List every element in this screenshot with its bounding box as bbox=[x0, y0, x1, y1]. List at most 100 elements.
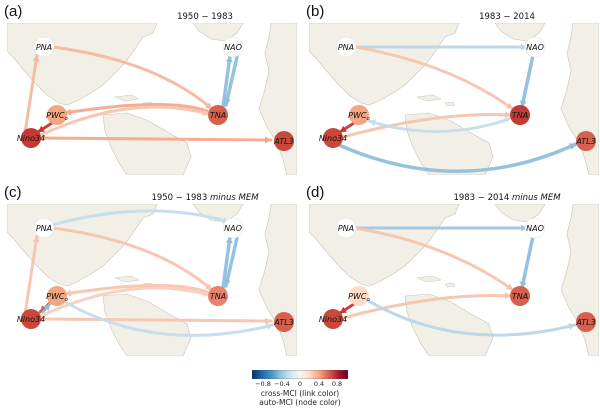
link-arrow bbox=[63, 300, 275, 337]
panel-a-title: 1950 − 1983 bbox=[177, 12, 233, 22]
link-arrowhead bbox=[225, 56, 233, 63]
link-arrowhead bbox=[202, 290, 209, 297]
node-tna bbox=[208, 286, 228, 306]
link-arrowhead bbox=[568, 323, 575, 330]
link-arrowhead bbox=[65, 289, 72, 297]
link-arrow bbox=[39, 286, 211, 318]
links-group bbox=[338, 224, 577, 337]
node-nino bbox=[21, 309, 41, 329]
links-group bbox=[23, 209, 275, 337]
caribbean-island bbox=[114, 94, 140, 102]
node-atl3 bbox=[576, 312, 596, 332]
link-arrowhead bbox=[65, 108, 72, 116]
link-arrow bbox=[47, 209, 231, 228]
node-nino bbox=[323, 128, 343, 148]
colorbar-node-label: auto-MCI (node color) bbox=[259, 398, 341, 407]
link-arrow bbox=[353, 45, 515, 111]
link-arrow bbox=[520, 53, 535, 109]
link-arrowhead bbox=[264, 136, 271, 144]
node-nino-label: Nino34 bbox=[17, 134, 45, 143]
panel-c-letter: (c) bbox=[4, 184, 22, 201]
node-nao bbox=[524, 36, 546, 58]
links-group bbox=[337, 43, 578, 173]
link-arrow bbox=[353, 226, 515, 292]
node-tna-label: TNA bbox=[210, 111, 226, 120]
node-pwc bbox=[349, 105, 369, 125]
panel-a-letter: (a) bbox=[4, 3, 23, 20]
link-arrowhead bbox=[521, 224, 527, 232]
node-nino-label: Nino34 bbox=[319, 134, 347, 143]
link-arrow bbox=[63, 102, 209, 115]
link-arrow bbox=[51, 226, 214, 292]
panel-a-map: PNA NAO PWCo TNA Nino34 ATL3 bbox=[7, 23, 297, 175]
links-group bbox=[23, 45, 273, 144]
nodes-group: PNA NAO PWCo TNA Nino34 ATL3 bbox=[17, 36, 294, 151]
link-arrow bbox=[63, 283, 209, 296]
link-arrow bbox=[39, 136, 273, 142]
link-arrowhead bbox=[506, 102, 513, 109]
link-arrow bbox=[39, 317, 273, 323]
link-arrowhead bbox=[569, 143, 576, 150]
node-pwc bbox=[47, 286, 67, 306]
node-atl3-label: ATL3 bbox=[575, 318, 595, 327]
node-atl3-label: ATL3 bbox=[273, 318, 293, 327]
node-pwc-label: PWCo bbox=[46, 111, 68, 122]
node-nao-label: NAO bbox=[224, 224, 242, 233]
link-arrowhead bbox=[202, 109, 209, 116]
link-arrowhead bbox=[266, 323, 273, 330]
node-nao bbox=[524, 217, 546, 239]
panel-d-title: 1983 − 2014 minus MEM bbox=[453, 193, 561, 203]
node-atl3 bbox=[274, 312, 294, 332]
link-arrowhead bbox=[43, 304, 50, 311]
node-tna bbox=[208, 105, 228, 125]
node-pna bbox=[335, 36, 357, 58]
node-pna bbox=[335, 217, 357, 239]
link-arrowhead bbox=[340, 306, 347, 313]
node-atl3 bbox=[576, 131, 596, 151]
caribbean-island bbox=[444, 101, 456, 107]
node-nino bbox=[323, 309, 343, 329]
link-arrow bbox=[224, 236, 239, 288]
node-atl3-label: ATL3 bbox=[575, 137, 595, 146]
link-arrow bbox=[341, 112, 513, 139]
node-pwc bbox=[349, 286, 369, 306]
node-nao-label: NAO bbox=[224, 43, 242, 52]
link-arrowhead bbox=[504, 111, 511, 119]
link-arrowhead bbox=[264, 317, 271, 325]
link-arrowhead bbox=[340, 125, 347, 132]
node-nao-label: NAO bbox=[526, 43, 544, 52]
node-pwc-label: PWCo bbox=[348, 292, 370, 303]
node-pna bbox=[33, 217, 55, 239]
south-america-landmass bbox=[102, 293, 192, 356]
node-tna bbox=[510, 105, 530, 125]
nodes-group: PNA NAO PWCo TNA Nino34 ATL3 bbox=[17, 217, 294, 332]
node-nino bbox=[21, 128, 41, 148]
node-nao bbox=[222, 36, 244, 58]
node-nino-label: Nino34 bbox=[17, 315, 45, 324]
node-nao bbox=[222, 217, 244, 239]
colorbar-tick-5: 0.8 bbox=[331, 380, 343, 388]
link-arrow bbox=[367, 117, 511, 134]
panel-b-map: PNA NAO PWCo TNA Nino34 ATL3 bbox=[309, 23, 599, 175]
link-arrowhead bbox=[223, 279, 231, 286]
caribbean-island bbox=[416, 275, 442, 283]
link-arrow bbox=[23, 53, 39, 135]
link-arrow bbox=[337, 142, 578, 173]
link-arrow bbox=[224, 55, 239, 107]
node-pwc-label: PWCo bbox=[348, 111, 370, 122]
node-pna-label: PNA bbox=[338, 43, 354, 52]
colorbar bbox=[252, 370, 348, 379]
panel-c-title: 1950 − 1983 minus MEM bbox=[151, 193, 259, 203]
node-tna bbox=[510, 286, 530, 306]
panel-b-letter: (b) bbox=[306, 3, 325, 20]
node-pwc-label: PWCo bbox=[46, 292, 68, 303]
node-nino-label: Nino34 bbox=[319, 315, 347, 324]
nodes-group: PNA NAO PWCo TNA Nino34 ATL3 bbox=[319, 217, 596, 332]
panel-c-map: PNA NAO PWCo TNA Nino34 ATL3 bbox=[7, 204, 297, 356]
link-arrowhead bbox=[225, 237, 233, 244]
link-arrow bbox=[23, 234, 39, 316]
colorbar-tick-3: 0 bbox=[297, 380, 303, 388]
link-arrowhead bbox=[32, 236, 40, 243]
node-tna-label: TNA bbox=[210, 292, 226, 301]
link-arrow bbox=[341, 293, 513, 320]
